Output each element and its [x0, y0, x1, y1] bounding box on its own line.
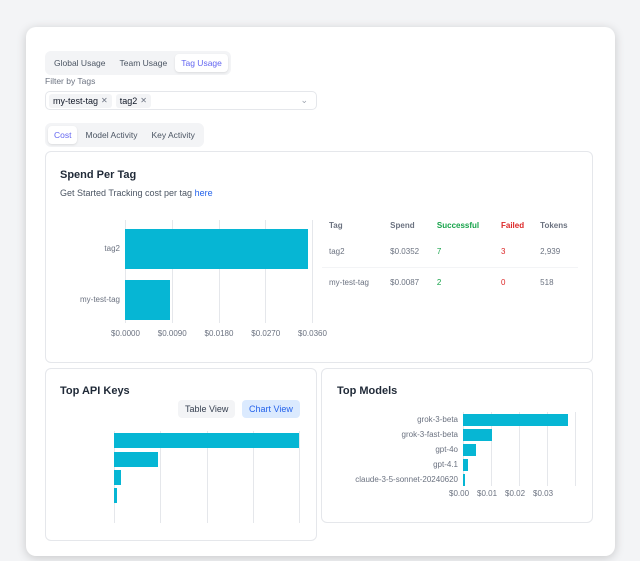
- bar: [114, 433, 299, 448]
- y-tick-label: gpt-4o: [435, 445, 458, 454]
- y-tick-label: grok-3-beta: [417, 415, 458, 424]
- tag-chip-label: my-test-tag: [53, 95, 99, 106]
- table-header: Tag Spend Successful Failed Tokens: [322, 214, 578, 236]
- cell: $0.0087: [390, 278, 420, 288]
- x-tick-label: $0.01: [477, 489, 498, 498]
- subtitle: Get Started Tracking cost per tag here: [60, 188, 213, 198]
- tag-filter-select[interactable]: my-test-tag ✕ tag2 ✕ ⌄: [45, 91, 317, 110]
- col-tokens: Tokens: [540, 220, 568, 230]
- bar: [463, 444, 477, 456]
- x-tick-label: $0.0360: [298, 329, 327, 338]
- x-tick-label: $0.03: [533, 489, 554, 498]
- cell: 518: [540, 278, 554, 288]
- cell: tag2: [322, 236, 384, 268]
- tab-cost[interactable]: Cost: [48, 126, 78, 144]
- y-tick-label: tag2: [104, 244, 120, 253]
- x-tick-label: $0.0180: [204, 329, 234, 338]
- x-tick-label: $0.00: [449, 489, 470, 498]
- gridline: [252, 431, 254, 523]
- tag-chip: tag2 ✕: [115, 93, 151, 108]
- gridline: [206, 431, 208, 523]
- gridline: [125, 220, 126, 323]
- x-tick-label: $0.0090: [157, 329, 187, 338]
- y-tick-label: gpt-4.1: [433, 460, 458, 469]
- bar: [125, 280, 171, 320]
- bar: [463, 474, 465, 486]
- tag-chip: my-test-tag ✕: [49, 93, 112, 108]
- subtitle-text: Get Started Tracking cost per tag: [60, 188, 195, 198]
- table-view-button[interactable]: Table View: [178, 400, 236, 418]
- panel-title: Top Models: [337, 385, 398, 397]
- here-link[interactable]: here: [194, 188, 213, 198]
- panel-title: Spend Per Tag: [60, 169, 137, 181]
- sub-tabs: Cost Model Activity Key Activity: [45, 123, 204, 147]
- gridline: [171, 220, 173, 323]
- gridline: [519, 412, 520, 486]
- gridline: [160, 431, 162, 523]
- remove-icon[interactable]: ✕: [140, 96, 147, 105]
- y-tick-label: grok-3-fast-beta: [401, 430, 458, 439]
- y-tick-label: my-test-tag: [79, 295, 120, 304]
- bar: [114, 488, 117, 503]
- gridline: [218, 220, 220, 323]
- cell: $0.0352: [383, 236, 430, 268]
- chevron-down-icon[interactable]: ⌄: [300, 95, 308, 105]
- top-api-keys-panel: -special-qa-key---: [45, 368, 317, 541]
- gridline: [575, 412, 576, 486]
- tab-key-activity[interactable]: Key Activity: [151, 130, 195, 140]
- chart-view-button[interactable]: Chart View: [242, 400, 300, 418]
- col-spend: Spend: [390, 220, 415, 230]
- tab-tag-usage[interactable]: Tag Usage: [175, 54, 228, 72]
- bar: [463, 459, 469, 471]
- bar: [125, 229, 308, 269]
- x-tick-label: $0.0270: [251, 329, 281, 338]
- col-successful: Successful: [436, 220, 480, 230]
- col-tag: Tag: [329, 220, 343, 230]
- gridline: [547, 412, 548, 486]
- bar: [463, 414, 568, 426]
- x-tick-label: $0.0000: [111, 329, 140, 338]
- gridline: [265, 220, 267, 323]
- tag-table: Tag Spend Successful Failed Tokens tag2 $…: [322, 214, 578, 298]
- cell: 0: [500, 278, 506, 288]
- bar: [463, 429, 492, 441]
- bar: [114, 470, 122, 485]
- gridline: [312, 220, 313, 323]
- table-row: tag2 $0.0352 7 3 2,939: [322, 236, 578, 268]
- col-failed: Failed: [500, 220, 525, 230]
- cell: 7: [429, 236, 494, 268]
- tab-model-activity[interactable]: Model Activity: [85, 130, 138, 140]
- x-tick-label: $0.02: [505, 489, 526, 498]
- filter-label: Filter by Tags: [45, 76, 96, 86]
- gridline: [299, 431, 300, 523]
- y-tick-label: claude-3-5-sonnet-20240620: [355, 475, 458, 484]
- cell: 2,939: [533, 236, 578, 268]
- cell: 2: [436, 278, 442, 288]
- tab-global-usage[interactable]: Global Usage: [54, 58, 106, 68]
- tag-chip-label: tag2: [119, 95, 138, 106]
- remove-icon[interactable]: ✕: [101, 96, 108, 105]
- gridline: [491, 412, 492, 486]
- cell: my-test-tag: [329, 278, 370, 288]
- cell: 3: [493, 236, 534, 268]
- tab-team-usage[interactable]: Team Usage: [119, 58, 168, 68]
- usage-tabs: Global Usage Team Usage Tag Usage: [45, 51, 231, 75]
- panel-title: Top API Keys: [60, 385, 130, 397]
- table-row: my-test-tag $0.0087 2 0 518: [322, 267, 578, 298]
- bar: [114, 452, 159, 467]
